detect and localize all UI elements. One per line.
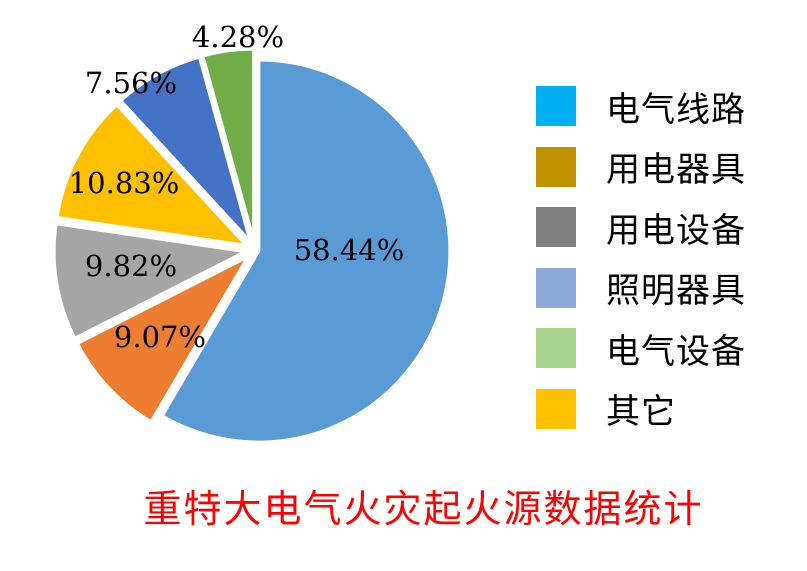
pie-slice: [52, 222, 251, 341]
legend-label: 电气线路: [606, 89, 746, 130]
chart-title: 重特大电气火灾起火源数据统计: [143, 487, 704, 531]
legend-label: 电气设备: [606, 331, 746, 372]
pie-slice: [118, 55, 252, 243]
pie-slice: [75, 253, 252, 424]
pie-slice: [55, 102, 251, 248]
legend-item: 用电器具: [536, 137, 796, 198]
legend-label: 照明器具: [606, 271, 746, 312]
slice-data-label: 10.83%: [69, 166, 180, 200]
legend-item: 电气设备: [536, 318, 796, 379]
pie-slice: [201, 47, 256, 241]
legend-swatch: [536, 86, 576, 127]
legend-swatch: [536, 328, 576, 369]
pie-slice: [160, 58, 452, 444]
legend-swatch: [536, 207, 576, 248]
legend-swatch: [536, 267, 576, 308]
slice-data-label: 9.07%: [114, 320, 206, 354]
legend-item: 其它: [536, 379, 796, 440]
legend-swatch: [536, 388, 576, 429]
legend-swatch: [536, 146, 576, 187]
legend-label: 用电器具: [606, 150, 746, 191]
slice-data-label: 58.44%: [294, 233, 405, 267]
legend-item: 电气线路: [536, 76, 796, 137]
legend: 电气线路用电器具用电设备照明器具电气设备其它: [536, 76, 796, 439]
legend-item: 照明器具: [536, 258, 796, 319]
legend-label: 用电设备: [606, 210, 746, 251]
legend-item: 用电设备: [536, 197, 796, 258]
slice-data-label: 9.82%: [85, 249, 177, 283]
slice-data-label: 7.56%: [85, 66, 177, 100]
slice-data-label: 4.28%: [192, 20, 284, 54]
legend-label: 其它: [606, 392, 676, 433]
